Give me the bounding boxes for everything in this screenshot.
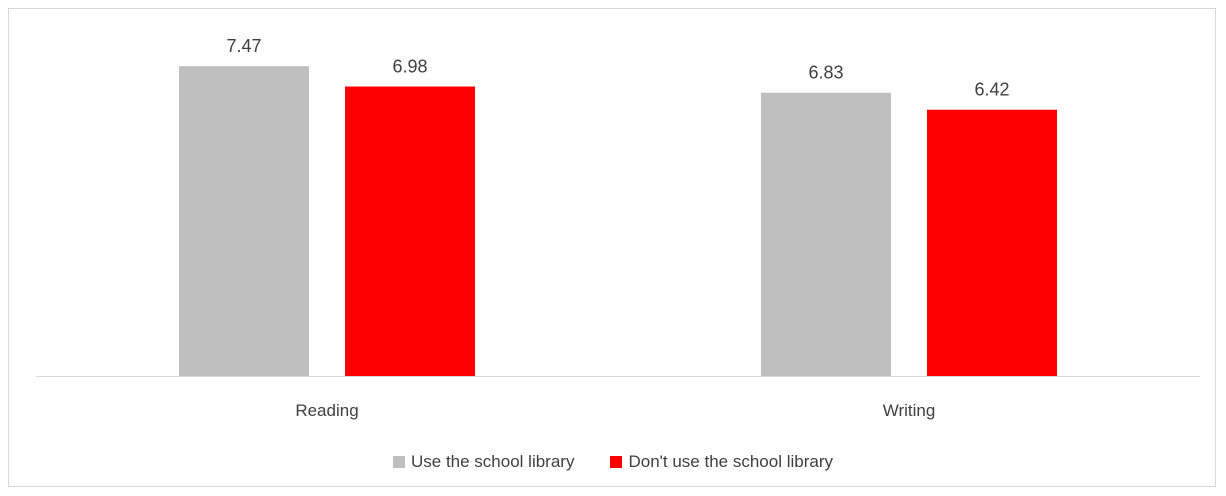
legend-item-dont-use-library: Don't use the school library [610, 452, 833, 472]
legend: Use the school library Don't use the sch… [0, 452, 1226, 472]
legend-item-use-library: Use the school library [393, 452, 574, 472]
legend-label-dont-use-library: Don't use the school library [628, 452, 833, 471]
category-label-writing: Writing [883, 401, 936, 420]
legend-swatch-use-library [393, 456, 405, 468]
bar-writing-series-1 [927, 109, 1057, 376]
data-label-writing-series-0: 6.83 [808, 63, 843, 83]
data-label-reading-series-1: 6.98 [392, 57, 427, 77]
data-label-writing-series-1: 6.42 [974, 80, 1009, 100]
bar-writing-series-0 [761, 92, 891, 376]
bar-reading-series-1 [345, 86, 475, 377]
legend-swatch-dont-use-library [610, 456, 623, 468]
data-label-reading-series-0: 7.47 [226, 36, 261, 56]
legend-label-use-library: Use the school library [411, 452, 575, 471]
category-label-reading: Reading [295, 401, 358, 420]
bar-reading-series-0 [179, 66, 309, 376]
